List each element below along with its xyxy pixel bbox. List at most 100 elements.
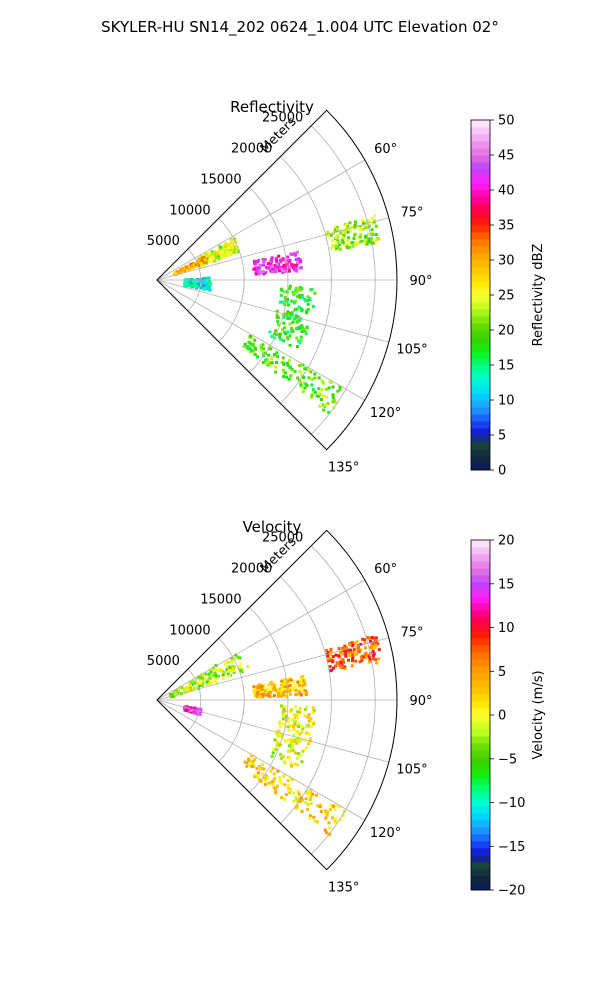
echo-cell	[232, 669, 236, 672]
echo-cell	[298, 684, 302, 687]
echo-cell	[264, 265, 268, 269]
colorbar-band	[471, 855, 490, 863]
echo-cell	[296, 376, 300, 380]
echo-cell	[281, 271, 285, 275]
echo-cell	[202, 256, 206, 260]
echo-cell	[215, 251, 219, 255]
echo-cell	[169, 693, 172, 697]
echo-cell	[258, 764, 261, 768]
angle-tick-label: 135°	[328, 461, 359, 476]
echo-cell	[306, 808, 309, 812]
echo-cell	[271, 270, 275, 274]
echo-cell	[282, 707, 286, 711]
colorbar-band	[471, 148, 490, 156]
echo-cell	[263, 783, 267, 787]
colorbar-tick-label: 15	[498, 359, 515, 374]
echo-cell	[353, 223, 357, 227]
echo-cell	[323, 828, 327, 832]
echo-cell	[276, 320, 280, 324]
echo-cell	[239, 662, 243, 666]
echo-cell	[287, 787, 290, 791]
echo-cell	[334, 236, 338, 240]
echo-cell	[328, 657, 331, 661]
echo-cell	[264, 271, 268, 275]
echo-cell	[223, 244, 227, 248]
echo-cell	[275, 316, 279, 320]
echo-cell	[326, 234, 330, 238]
echo-cell	[276, 687, 280, 691]
echo-cell	[283, 761, 287, 765]
echo-cell	[296, 692, 300, 696]
echo-cell	[339, 818, 343, 822]
echo-cell	[260, 684, 264, 688]
echo-cell	[288, 287, 292, 291]
echo-cell	[236, 655, 240, 659]
echo-cell	[189, 681, 193, 685]
echo-cell	[358, 227, 362, 230]
echo-cell	[293, 684, 297, 688]
echo-cell	[270, 259, 274, 263]
colorbar-band	[471, 127, 490, 135]
echo-cell	[356, 242, 360, 246]
echo-cell	[282, 315, 286, 319]
echo-cell	[226, 660, 230, 664]
echo-cell	[360, 658, 364, 662]
echo-cell	[277, 694, 280, 698]
echo-cell	[280, 266, 284, 270]
echo-cell	[187, 709, 191, 713]
echo-cell	[289, 692, 293, 696]
echo-cell	[333, 819, 337, 823]
colorbar-band	[471, 778, 490, 786]
colorbar-band	[471, 435, 490, 443]
colorbar-label: Velocity (m/s)	[531, 670, 546, 759]
echo-cell	[260, 767, 264, 770]
colorbar-band	[471, 232, 490, 240]
colorbar-band	[471, 330, 490, 338]
echo-cell	[334, 244, 338, 248]
echo-cell	[305, 691, 309, 695]
echo-cell	[266, 359, 270, 363]
colorbar-band	[471, 316, 490, 324]
echo-cell	[351, 653, 354, 657]
echo-cell	[338, 247, 342, 251]
echo-cell	[198, 683, 202, 687]
echo-cell	[290, 252, 294, 256]
echo-cell	[283, 296, 287, 300]
echo-cell	[284, 694, 288, 698]
echo-cell	[323, 404, 327, 408]
echo-cell	[327, 386, 331, 390]
echo-cell	[173, 271, 177, 275]
echo-cell	[301, 749, 305, 753]
echo-cell	[301, 681, 305, 685]
echo-cell	[301, 390, 305, 394]
echo-cell	[271, 782, 275, 786]
echo-cell	[267, 345, 271, 349]
echo-cell	[186, 265, 190, 269]
echo-cell	[267, 353, 271, 357]
echo-cell	[327, 410, 331, 414]
azimuth-spoke	[156, 699, 389, 763]
echo-cell	[205, 276, 209, 280]
colorbar-band	[471, 253, 490, 261]
echo-cell	[363, 239, 367, 243]
echo-cell	[368, 657, 372, 661]
sector-outline	[156, 109, 398, 451]
colorbar-band	[471, 351, 490, 359]
echo-cell	[224, 248, 228, 252]
echo-cell	[286, 337, 290, 341]
echo-cell	[300, 326, 304, 330]
echo-cell	[325, 831, 328, 835]
echo-cell	[306, 302, 310, 306]
echo-cell	[295, 269, 299, 273]
echo-cell	[278, 687, 282, 691]
echo-cell	[331, 805, 335, 809]
echo-cell	[351, 244, 355, 248]
echo-cell	[367, 224, 371, 228]
echo-cell	[274, 370, 278, 374]
echo-cell	[273, 353, 277, 356]
echo-cell	[295, 798, 299, 802]
echo-cell	[272, 772, 276, 776]
echo-cell	[342, 649, 346, 653]
echo-cell	[246, 345, 250, 348]
